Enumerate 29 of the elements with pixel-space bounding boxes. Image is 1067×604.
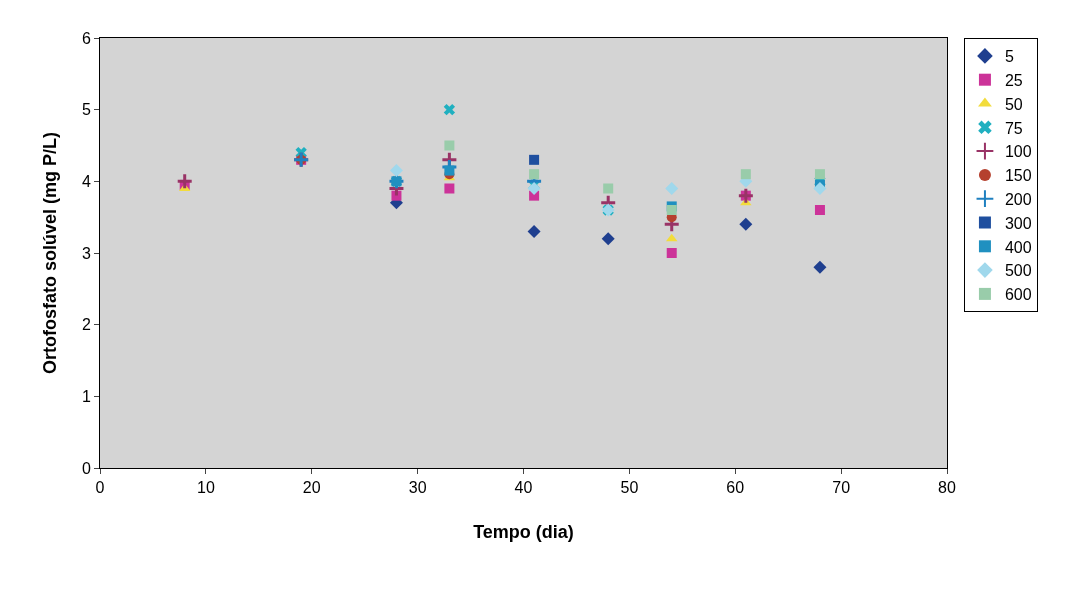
y-axis-title: Ortofosfato solúvel (mg P/L) xyxy=(40,131,61,375)
x-tick-label: 0 xyxy=(95,479,105,497)
x-tick-label: 50 xyxy=(620,479,639,497)
legend-label: 300 xyxy=(1004,214,1032,232)
x-tick-label: 10 xyxy=(196,479,215,497)
legend-label: 200 xyxy=(1004,190,1032,208)
x-tick-label: 30 xyxy=(408,479,427,497)
y-tick-label: 1 xyxy=(81,387,91,405)
y-tick-label: 3 xyxy=(81,244,91,262)
legend-label: 100 xyxy=(1004,143,1032,161)
legend-label: 25 xyxy=(1004,71,1023,89)
y-tick-label: 2 xyxy=(81,316,91,334)
x-tick-label: 40 xyxy=(514,479,533,497)
legend-label: 600 xyxy=(1004,286,1032,304)
x-tick-label: 70 xyxy=(832,479,851,497)
legend-label: 5 xyxy=(1004,48,1014,66)
y-tick-label: 0 xyxy=(81,459,91,477)
x-tick-label: 80 xyxy=(938,479,956,497)
legend-label: 75 xyxy=(1004,119,1023,137)
x-axis-title: Tempo (dia) xyxy=(473,522,574,543)
legend-label: 150 xyxy=(1004,167,1032,185)
x-tick-label: 20 xyxy=(302,479,321,497)
x-tick-label: 60 xyxy=(726,479,745,497)
legend-label: 50 xyxy=(1004,95,1023,113)
legend-label: 500 xyxy=(1004,262,1032,280)
y-tick-label: 4 xyxy=(81,172,91,190)
y-tick-label: 5 xyxy=(81,101,91,119)
legend-label: 400 xyxy=(1004,238,1032,256)
y-tick-label: 6 xyxy=(81,29,91,47)
